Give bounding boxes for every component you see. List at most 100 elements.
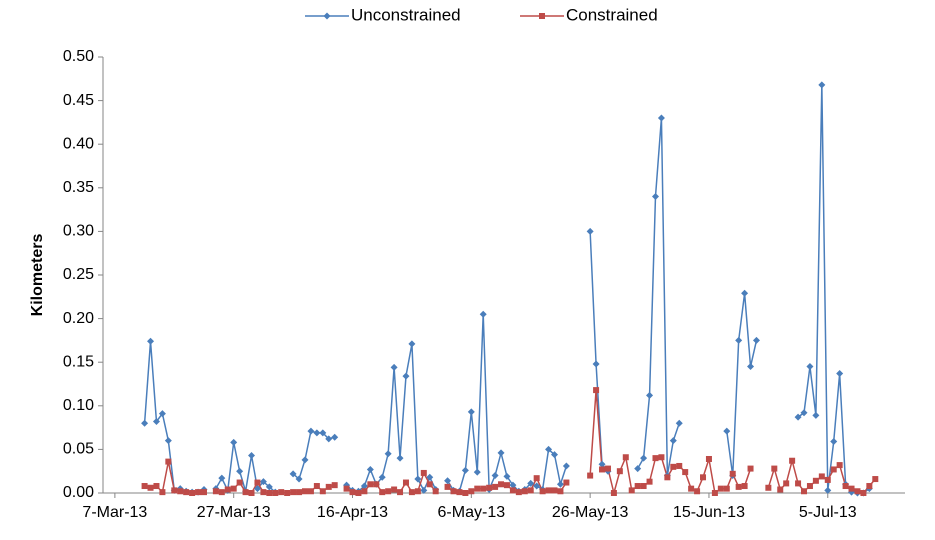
marker — [854, 488, 861, 495]
marker — [824, 476, 831, 483]
marker — [872, 476, 879, 483]
marker — [349, 489, 356, 496]
marker — [598, 460, 606, 468]
x-tick-label: 6-May-13 — [438, 504, 506, 521]
marker — [390, 363, 398, 371]
marker — [272, 490, 279, 496]
marker — [254, 479, 261, 486]
marker — [165, 458, 172, 465]
marker — [771, 465, 778, 472]
marker — [752, 336, 760, 344]
marker — [795, 480, 802, 487]
marker — [456, 489, 463, 496]
y-tick-label: 0.50 — [63, 48, 94, 65]
marker — [527, 479, 535, 487]
marker — [313, 429, 321, 437]
marker — [325, 435, 333, 443]
marker — [824, 486, 832, 494]
marker — [200, 489, 207, 496]
marker — [432, 488, 439, 495]
series-line — [144, 390, 876, 495]
marker — [177, 488, 184, 495]
x-tick-label: 15-Jun-13 — [673, 504, 745, 521]
marker — [307, 488, 314, 495]
marker — [729, 470, 736, 477]
marker — [509, 487, 516, 494]
marker — [260, 489, 267, 496]
marker — [343, 485, 350, 492]
marker — [842, 483, 849, 490]
marker — [503, 472, 511, 480]
marker — [444, 483, 451, 490]
marker — [289, 470, 297, 478]
marker — [361, 488, 368, 495]
marker — [152, 417, 160, 425]
marker — [266, 490, 273, 496]
marker — [634, 465, 642, 473]
marker — [836, 462, 843, 469]
marker — [860, 490, 867, 496]
marker — [593, 387, 600, 394]
marker — [545, 445, 553, 453]
marker — [236, 479, 243, 486]
marker — [592, 360, 600, 368]
marker — [355, 490, 362, 496]
marker — [812, 411, 820, 419]
marker — [402, 372, 410, 380]
marker — [242, 489, 249, 496]
marker — [479, 310, 487, 318]
marker — [414, 475, 422, 483]
marker — [789, 457, 796, 464]
marker — [604, 465, 611, 472]
marker — [616, 468, 623, 475]
marker — [486, 484, 493, 491]
marker — [521, 488, 528, 495]
marker — [741, 483, 748, 490]
marker — [735, 483, 742, 490]
y-axis-title: Kilometers — [29, 234, 46, 317]
marker — [408, 340, 416, 348]
x-tick-label: 16-Apr-13 — [317, 504, 388, 521]
marker — [164, 437, 172, 445]
y-tick-label: 0.10 — [63, 397, 94, 414]
marker — [461, 466, 469, 474]
marker — [396, 454, 404, 462]
marker — [467, 408, 475, 416]
marker — [450, 488, 457, 495]
legend-label: Constrained — [566, 5, 658, 24]
marker — [462, 490, 469, 496]
marker — [599, 466, 606, 473]
marker — [658, 454, 665, 461]
marker — [533, 482, 541, 490]
marker — [218, 489, 225, 496]
marker — [747, 363, 755, 371]
marker — [319, 429, 327, 437]
marker — [765, 484, 772, 491]
marker — [319, 488, 326, 495]
marker — [694, 488, 701, 495]
y-tick-label: 0.20 — [63, 310, 94, 327]
marker — [556, 480, 564, 488]
marker — [141, 419, 149, 427]
y-tick-label: 0.30 — [63, 223, 94, 240]
marker — [497, 449, 505, 457]
marker — [515, 489, 522, 496]
marker — [557, 488, 564, 495]
marker — [812, 477, 819, 484]
marker — [610, 490, 617, 496]
marker — [420, 469, 427, 476]
marker — [301, 456, 309, 464]
marker — [705, 455, 712, 462]
marker — [259, 478, 267, 486]
marker — [634, 483, 641, 490]
marker — [551, 487, 558, 494]
marker — [539, 13, 545, 19]
marker — [527, 487, 534, 494]
marker — [147, 337, 155, 345]
marker — [562, 462, 570, 470]
marker — [651, 193, 659, 201]
marker — [670, 463, 677, 470]
marker — [473, 468, 481, 476]
marker — [420, 486, 428, 494]
